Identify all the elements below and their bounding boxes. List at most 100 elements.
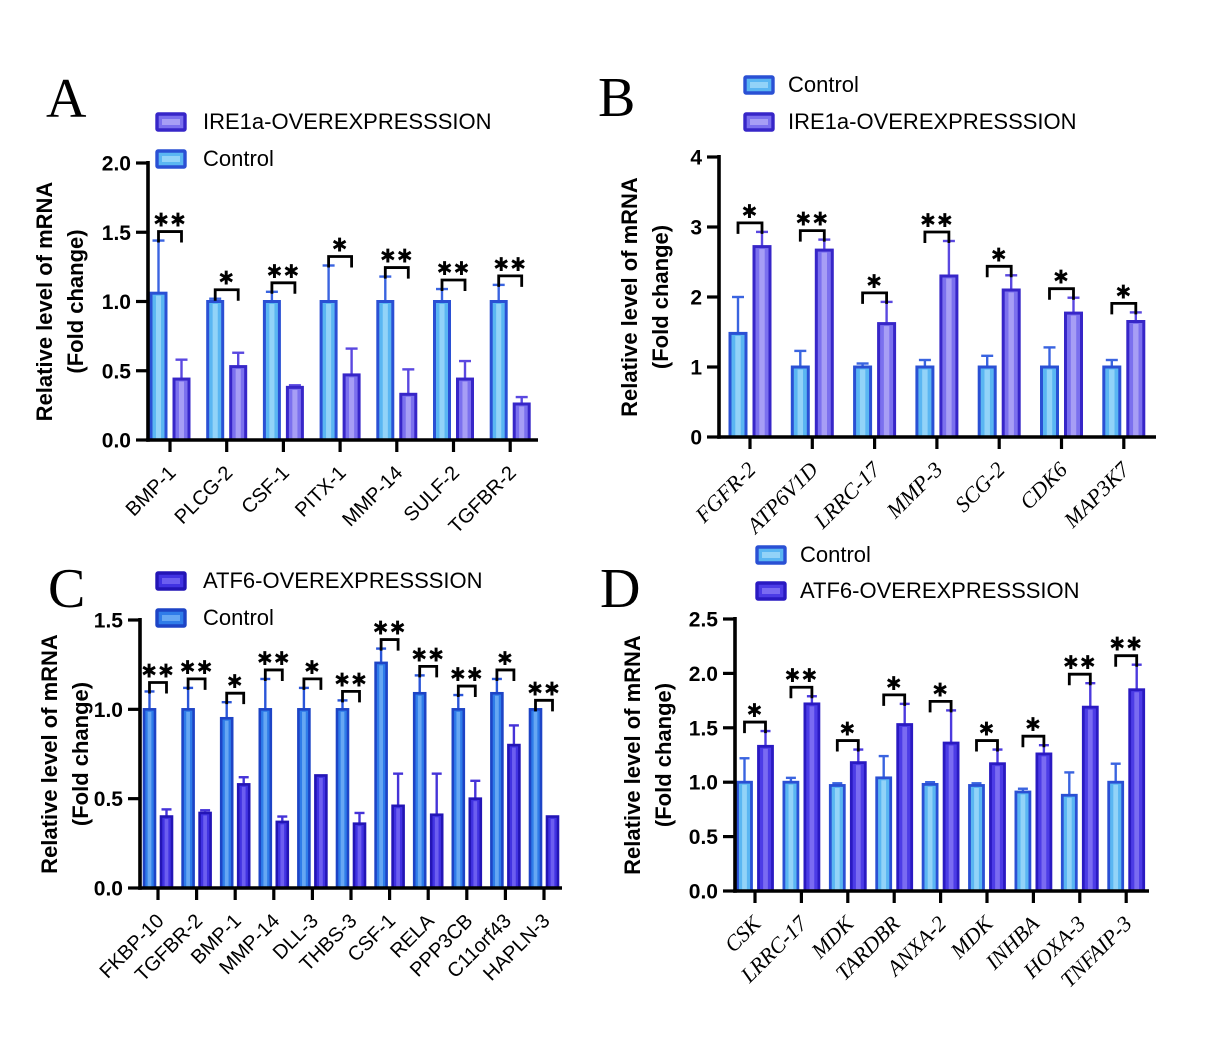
- sig-bracket-HAPLN-3: [534, 698, 554, 712]
- sig-stars-DLL-3: ✱: [304, 657, 321, 679]
- bar-highlight: [340, 711, 345, 887]
- bar-highlight: [1133, 324, 1139, 436]
- bar-highlight: [855, 765, 861, 890]
- y-tick-label: 0.5: [689, 826, 719, 849]
- sig-bracket-FGFR-2: [736, 221, 764, 234]
- legend-swatch-highlight: [162, 615, 180, 621]
- sig-stars-MDK: ✱: [839, 719, 856, 741]
- sig-bracket-C11orf43: [495, 668, 516, 681]
- sig-stars-ANXA-2: ✱: [932, 679, 949, 701]
- bar-highlight: [1046, 369, 1053, 436]
- bar-highlight: [280, 824, 285, 887]
- bar-highlight: [349, 377, 355, 439]
- sig-stars-FKBP-10: ✱✱: [141, 660, 175, 682]
- bar-highlight: [821, 252, 828, 436]
- sig-bracket-LRRC-17: [789, 685, 814, 699]
- sig-bracket-TGFBR-2: [186, 677, 207, 690]
- sig-bracket-MMP-14: [263, 668, 284, 681]
- sig-stars-THBS-3: ✱✱: [334, 669, 368, 691]
- sig-bracket-RELA: [418, 664, 439, 678]
- sig-stars-CSK: ✱: [747, 700, 764, 722]
- y-tick-label: 0.0: [94, 878, 123, 901]
- bar-highlight: [241, 786, 246, 887]
- sig-stars-RELA: ✱✱: [411, 644, 445, 666]
- legend-swatch-highlight: [750, 119, 768, 125]
- bar-highlight: [1113, 784, 1119, 890]
- y-tick-label: 4: [690, 147, 702, 170]
- sig-stars-CSF-1: ✱✱: [266, 261, 300, 283]
- bar-highlight: [292, 389, 298, 439]
- x-tick-label-MMP-14: MMP-14: [338, 462, 407, 531]
- y-tick-label: 2.5: [689, 609, 719, 632]
- sig-stars-PITX-1: ✱: [332, 234, 349, 256]
- bar-highlight: [533, 711, 538, 887]
- sig-stars-SCG-2: ✱: [991, 244, 1008, 266]
- bar-highlight: [883, 326, 890, 436]
- sig-stars-HOXA-3: ✱✱: [1063, 652, 1097, 674]
- sig-stars-MMP-14: ✱✱: [380, 246, 414, 268]
- x-tick-label-LRRC-17: LRRC-17: [808, 456, 886, 534]
- sig-stars-PLCG-2: ✱: [218, 268, 235, 290]
- panel-B: B Control IRE1a-OVEREXPRESSSION Relative le…: [598, 67, 1156, 539]
- sig-bracket-PITX-1: [327, 255, 353, 268]
- sig-stars-MAP3K7: ✱: [1115, 281, 1132, 303]
- bar-highlight: [439, 304, 445, 439]
- y-tick-label: 1.5: [102, 222, 132, 245]
- sig-bracket-ANXA-2: [928, 699, 953, 713]
- bar-highlight: [1020, 794, 1026, 890]
- bar-highlight: [382, 304, 388, 439]
- sig-stars-INHBA: ✱: [1025, 714, 1042, 736]
- bar-highlight: [797, 369, 804, 436]
- y-tick-label: 2.0: [689, 663, 718, 686]
- bar-highlight: [396, 808, 400, 887]
- sig-stars-TARDBR: ✱: [886, 673, 903, 695]
- bar-highlight: [946, 278, 952, 436]
- bar-highlight: [1041, 756, 1047, 890]
- sig-bracket-MDK: [975, 739, 999, 752]
- sig-stars-BMP-1: ✱✱: [153, 210, 187, 232]
- bar-highlight: [1066, 797, 1072, 890]
- legend-label-overexpression: IRE1a-OVEREXPRESSSION: [788, 109, 1077, 134]
- bar-highlight: [834, 787, 840, 890]
- x-tick-label-MMP-3: MMP-3: [881, 457, 948, 524]
- bar-highlight: [417, 695, 422, 887]
- y-tick-label: 0.5: [94, 788, 124, 811]
- bar-highlight: [735, 335, 741, 436]
- panel-label: A: [46, 68, 87, 130]
- panel-C: C ATF6-OVEREXPRESSSION Control Relative lev…: [37, 558, 562, 986]
- x-tick-label-PLCG-2: PLCG-2: [171, 462, 238, 529]
- bar-highlight: [357, 826, 362, 887]
- bar-highlight: [550, 819, 555, 887]
- y-tick-label: 3: [690, 217, 702, 240]
- sig-stars-CSF-1: ✱✱: [373, 618, 407, 640]
- bar-highlight: [147, 711, 152, 887]
- bar-highlight: [496, 304, 502, 439]
- legend-label-control: Control: [203, 146, 274, 171]
- y-axis-title-line1: Relative level of mRNA: [617, 177, 642, 417]
- bar-highlight: [948, 745, 954, 890]
- sig-bracket-HOXA-3: [1067, 672, 1092, 686]
- bar-highlight: [1134, 692, 1140, 890]
- sig-bracket-LRRC-17: [861, 291, 888, 304]
- sig-bracket-DLL-3: [302, 677, 323, 690]
- panel-label: D: [600, 558, 640, 620]
- bar-highlight: [164, 819, 169, 887]
- bar-highlight: [212, 304, 218, 439]
- bar-highlight: [995, 766, 1000, 890]
- sig-stars-LRRC-17: ✱: [866, 271, 883, 293]
- bar-highlight: [1008, 292, 1014, 436]
- bar-highlight: [902, 727, 908, 890]
- bar-highlight: [1109, 369, 1115, 436]
- x-tick-label-MAP3K7: MAP3K7: [1058, 456, 1135, 533]
- bar-highlight: [742, 784, 747, 890]
- panel-A: A IRE1a-OVEREXPRESSSION Control Relative le…: [32, 68, 538, 538]
- x-tick-label-CSF-1: CSF-1: [238, 462, 294, 518]
- y-axis-title-line2: (Fold change): [651, 683, 676, 827]
- x-tick-label-SCG-2: SCG-2: [950, 457, 1010, 517]
- bar-highlight: [456, 711, 461, 887]
- legend-label-control: Control: [800, 542, 871, 567]
- bar-highlight: [186, 711, 190, 887]
- bar-highlight: [269, 304, 275, 439]
- sig-stars-TGFBR-2: ✱✱: [180, 657, 214, 679]
- sig-stars-BMP-1: ✱: [227, 671, 244, 693]
